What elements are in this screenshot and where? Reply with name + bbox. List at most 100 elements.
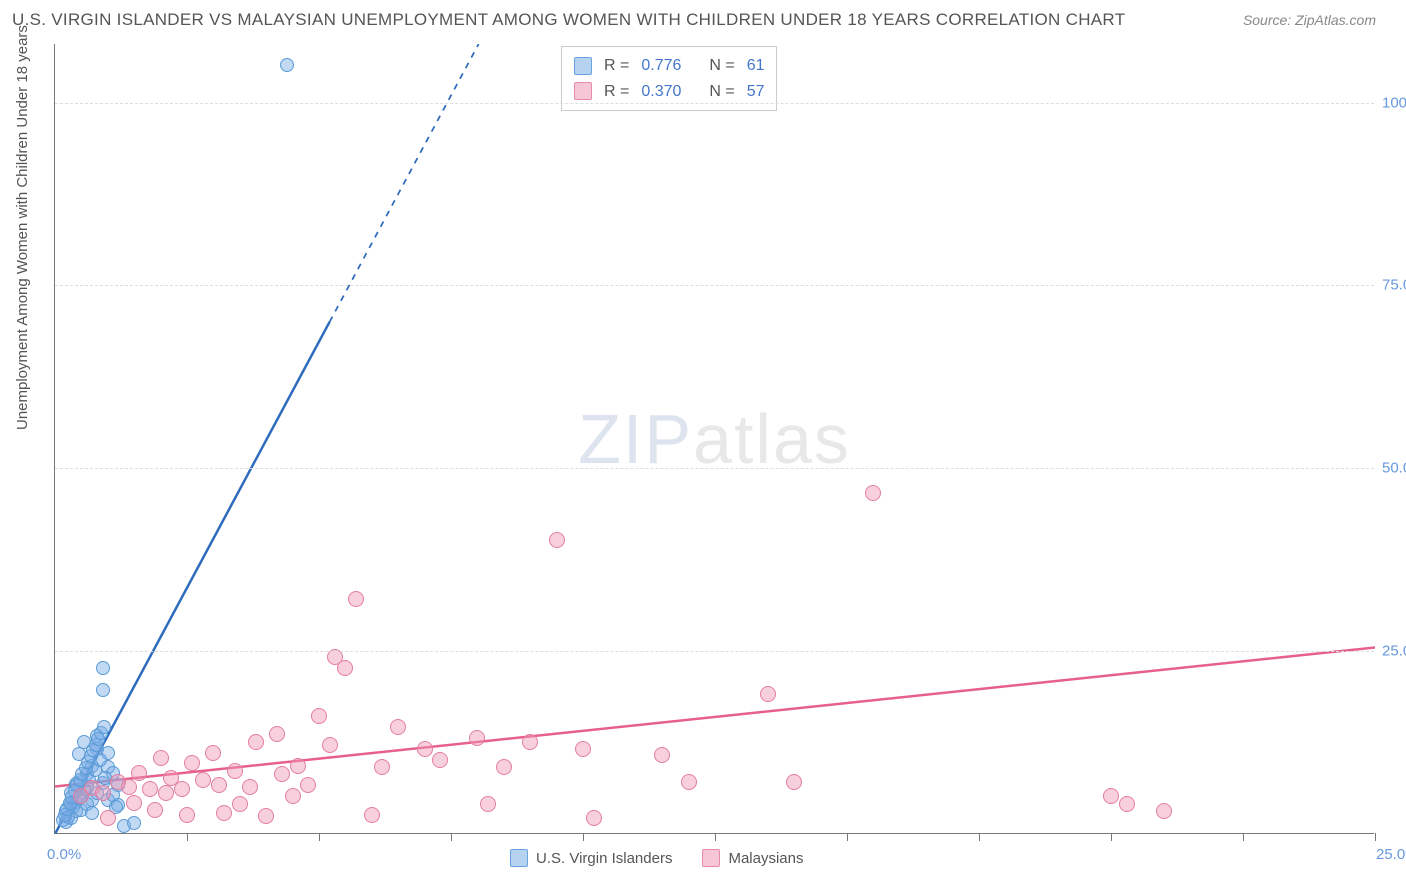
x-tick-mark: [187, 833, 188, 841]
scatter-point-malay: [126, 795, 142, 811]
legend-swatch-malay: [574, 82, 592, 100]
x-tick-mark: [715, 833, 716, 841]
legend-swatch-usvi-bottom: [510, 849, 528, 867]
stats-legend-row-usvi: R = 0.776 N = 61: [574, 53, 764, 79]
scatter-point-usvi: [96, 683, 110, 697]
scatter-point-malay: [290, 758, 306, 774]
scatter-point-malay: [480, 796, 496, 812]
scatter-point-malay: [179, 807, 195, 823]
x-tick-mark: [1375, 833, 1376, 841]
scatter-point-malay: [285, 788, 301, 804]
legend-r-value-usvi: 0.776: [641, 53, 697, 79]
x-tick-mark: [583, 833, 584, 841]
series-legend-item-malay: Malaysians: [702, 849, 803, 867]
scatter-point-malay: [417, 741, 433, 757]
stats-legend-box: R = 0.776 N = 61 R = 0.370 N = 57: [561, 46, 777, 111]
series-legend-item-usvi: U.S. Virgin Islanders: [510, 849, 672, 867]
scatter-point-malay: [786, 774, 802, 790]
scatter-point-malay: [1156, 803, 1172, 819]
scatter-point-malay: [142, 781, 158, 797]
legend-n-value-usvi: 61: [747, 53, 765, 79]
scatter-point-malay: [760, 686, 776, 702]
scatter-point-malay: [184, 755, 200, 771]
grid-line-horizontal: [55, 285, 1374, 286]
grid-line-horizontal: [55, 103, 1374, 104]
scatter-point-malay: [549, 532, 565, 548]
scatter-point-malay: [211, 777, 227, 793]
scatter-points-layer: [55, 44, 1374, 833]
scatter-point-malay: [348, 591, 364, 607]
chart-plot-area: ZIPatlas R = 0.776 N = 61 R = 0.370 N = …: [54, 44, 1374, 834]
scatter-point-malay: [575, 741, 591, 757]
y-tick-label: 25.0%: [1382, 643, 1406, 660]
scatter-point-malay: [258, 808, 274, 824]
scatter-point-malay: [496, 759, 512, 775]
y-tick-label: 100.0%: [1382, 94, 1406, 111]
legend-r-value-malay: 0.370: [641, 79, 697, 105]
scatter-point-usvi: [97, 720, 111, 734]
scatter-point-malay: [269, 726, 285, 742]
scatter-point-malay: [300, 777, 316, 793]
legend-n-label: N =: [709, 53, 734, 79]
x-tick-mark: [1243, 833, 1244, 841]
scatter-point-malay: [95, 785, 111, 801]
chart-title: U.S. VIRGIN ISLANDER VS MALAYSIAN UNEMPL…: [12, 10, 1125, 30]
y-axis-label: Unemployment Among Women with Children U…: [14, 25, 31, 430]
scatter-point-malay: [205, 745, 221, 761]
y-tick-label: 50.0%: [1382, 460, 1406, 477]
scatter-point-malay: [364, 807, 380, 823]
scatter-point-malay: [153, 750, 169, 766]
series-legend: U.S. Virgin Islanders Malaysians: [510, 849, 803, 867]
grid-line-horizontal: [55, 651, 1374, 652]
x-tick-mark: [451, 833, 452, 841]
scatter-point-usvi: [127, 816, 141, 830]
scatter-point-malay: [174, 781, 190, 797]
legend-n-label: N =: [709, 79, 734, 105]
scatter-point-malay: [337, 660, 353, 676]
scatter-point-malay: [131, 765, 147, 781]
scatter-point-malay: [469, 730, 485, 746]
scatter-point-usvi: [96, 661, 110, 675]
scatter-point-malay: [227, 763, 243, 779]
scatter-point-malay: [586, 810, 602, 826]
scatter-point-malay: [242, 779, 258, 795]
x-tick-mark: [979, 833, 980, 841]
legend-swatch-usvi: [574, 57, 592, 75]
scatter-point-malay: [522, 734, 538, 750]
scatter-point-malay: [322, 737, 338, 753]
legend-n-value-malay: 57: [747, 79, 765, 105]
scatter-point-malay: [1103, 788, 1119, 804]
series-label-usvi: U.S. Virgin Islanders: [536, 850, 672, 867]
legend-swatch-malay-bottom: [702, 849, 720, 867]
scatter-point-malay: [216, 805, 232, 821]
scatter-point-malay: [147, 802, 163, 818]
scatter-point-malay: [232, 796, 248, 812]
grid-line-horizontal: [55, 468, 1374, 469]
scatter-point-malay: [121, 779, 137, 795]
scatter-point-malay: [248, 734, 264, 750]
scatter-point-malay: [274, 766, 290, 782]
x-tick-mark: [1111, 833, 1112, 841]
source-attribution: Source: ZipAtlas.com: [1243, 12, 1376, 28]
scatter-point-malay: [195, 772, 211, 788]
x-axis-max-label: 25.0%: [1376, 846, 1406, 863]
scatter-point-malay: [158, 785, 174, 801]
x-tick-mark: [847, 833, 848, 841]
scatter-point-malay: [390, 719, 406, 735]
stats-legend-row-malay: R = 0.370 N = 57: [574, 79, 764, 105]
series-label-malay: Malaysians: [728, 850, 803, 867]
scatter-point-malay: [865, 485, 881, 501]
scatter-point-malay: [1119, 796, 1135, 812]
scatter-point-usvi: [85, 806, 99, 820]
legend-r-label: R =: [604, 79, 629, 105]
scatter-point-malay: [681, 774, 697, 790]
scatter-point-usvi: [280, 58, 294, 72]
legend-r-label: R =: [604, 53, 629, 79]
y-tick-label: 75.0%: [1382, 277, 1406, 294]
scatter-point-malay: [374, 759, 390, 775]
scatter-point-malay: [432, 752, 448, 768]
scatter-point-malay: [311, 708, 327, 724]
x-axis-min-label: 0.0%: [47, 846, 81, 863]
scatter-point-malay: [654, 747, 670, 763]
scatter-point-malay: [100, 810, 116, 826]
